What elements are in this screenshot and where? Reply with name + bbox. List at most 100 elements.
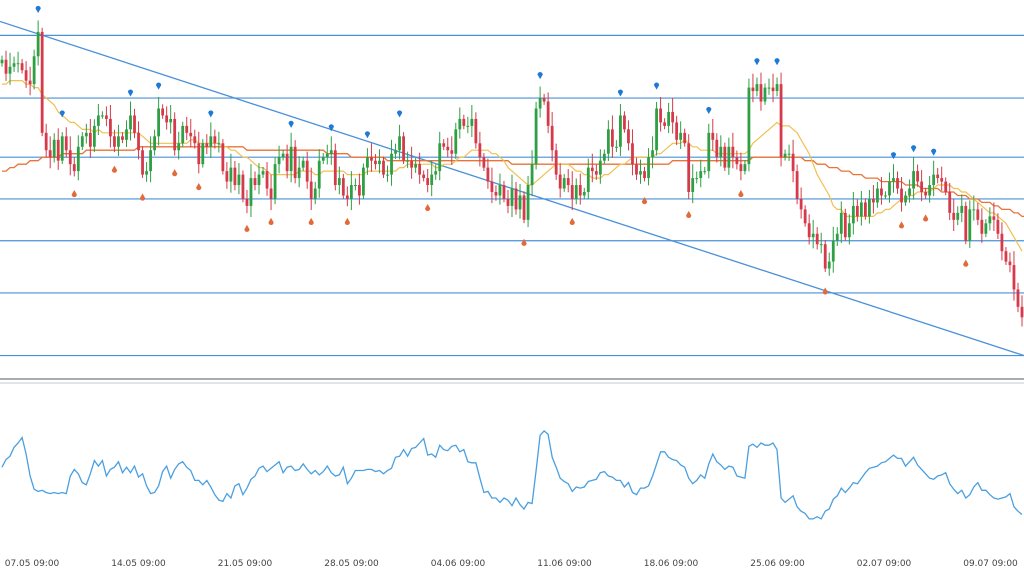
- candle: [731, 132, 735, 169]
- candle: [691, 164, 695, 204]
- candle: [92, 119, 96, 153]
- candle: [984, 219, 988, 238]
- candle: [60, 132, 64, 165]
- candle: [494, 185, 498, 201]
- candle: [458, 107, 462, 139]
- fractal-up-marker: [208, 110, 214, 118]
- candle: [884, 191, 887, 199]
- candle: [482, 153, 486, 171]
- candle: [619, 103, 622, 156]
- candle: [362, 163, 365, 199]
- candle: [992, 202, 996, 231]
- x-tick-label: 04.06 09:00: [431, 559, 486, 569]
- candle: [896, 171, 899, 194]
- candle: [904, 191, 907, 206]
- x-tick-label: 25.06 09:00: [750, 559, 805, 569]
- candle: [811, 219, 815, 249]
- candle: [133, 108, 136, 139]
- candle: [321, 153, 325, 165]
- candle: [438, 131, 442, 181]
- fractal-down-marker: [308, 217, 314, 225]
- candle: [462, 114, 466, 130]
- candle: [209, 122, 213, 158]
- candle: [679, 121, 683, 149]
- candle: [80, 132, 84, 151]
- candle: [944, 177, 948, 196]
- candle: [952, 198, 956, 231]
- fractal-down-marker: [425, 203, 431, 212]
- candle: [831, 226, 835, 273]
- candle: [715, 133, 719, 163]
- candle: [109, 105, 112, 148]
- candle: [602, 149, 606, 165]
- candle: [470, 105, 474, 138]
- fractal-down-marker: [172, 169, 178, 177]
- x-tick-label: 21.05 09:00: [218, 559, 273, 569]
- candle: [876, 181, 879, 208]
- candle: [474, 112, 478, 149]
- candle: [807, 214, 811, 245]
- candle: [510, 174, 514, 218]
- candle: [261, 166, 265, 178]
- candle: [751, 73, 755, 103]
- moving-averages: [2, 79, 1024, 252]
- candle: [382, 156, 385, 178]
- candle: [996, 213, 1000, 240]
- candle: [32, 49, 36, 90]
- candle: [153, 129, 156, 156]
- candle: [189, 118, 193, 148]
- fractal-up-marker: [617, 89, 624, 97]
- candle: [627, 120, 630, 151]
- candle: [201, 139, 205, 168]
- candle: [956, 206, 960, 226]
- x-tick-label: 28.05 09:00: [324, 559, 379, 569]
- candle: [257, 163, 261, 195]
- candle: [667, 102, 671, 134]
- candle: [655, 101, 658, 156]
- x-tick-label: 18.06 09:00: [644, 559, 699, 569]
- candle: [293, 140, 297, 184]
- fractal-down-marker: [111, 165, 118, 173]
- candle: [88, 118, 92, 158]
- candle: [920, 170, 924, 202]
- oscillator-line: [1, 430, 1023, 520]
- fractal-down-marker: [139, 193, 146, 201]
- x-tick-label: 14.05 09:00: [111, 559, 166, 569]
- fractal-up-marker: [35, 5, 41, 14]
- candle: [137, 121, 140, 160]
- x-tick-label: 07.05 09:00: [5, 559, 60, 569]
- candle: [341, 173, 345, 199]
- candle: [735, 150, 739, 170]
- fractal-up-marker: [653, 82, 660, 90]
- candle: [659, 96, 662, 132]
- fractal-up-marker: [328, 124, 334, 132]
- candle: [466, 116, 470, 134]
- candle: [546, 92, 550, 134]
- candle: [121, 132, 124, 144]
- candle: [269, 174, 273, 211]
- candle: [1020, 295, 1024, 327]
- candle: [759, 72, 763, 111]
- candle: [1000, 222, 1004, 261]
- candle: [647, 148, 650, 186]
- candle: [213, 129, 217, 149]
- candle: [100, 111, 104, 119]
- candle: [695, 171, 699, 184]
- candle: [398, 124, 401, 160]
- candle: [173, 112, 177, 156]
- candle: [976, 202, 980, 226]
- candle: [815, 227, 819, 250]
- candle: [683, 128, 687, 147]
- x-tick-label: 09.07 09:00: [963, 559, 1018, 569]
- candle: [253, 171, 257, 191]
- candle: [928, 175, 932, 203]
- candle: [64, 127, 68, 158]
- candle: [924, 187, 928, 199]
- candle: [221, 139, 225, 175]
- candle: [48, 136, 52, 169]
- candle: [827, 252, 831, 276]
- candle: [277, 145, 281, 174]
- candle: [349, 171, 353, 211]
- candle: [265, 162, 269, 196]
- candle: [582, 187, 586, 199]
